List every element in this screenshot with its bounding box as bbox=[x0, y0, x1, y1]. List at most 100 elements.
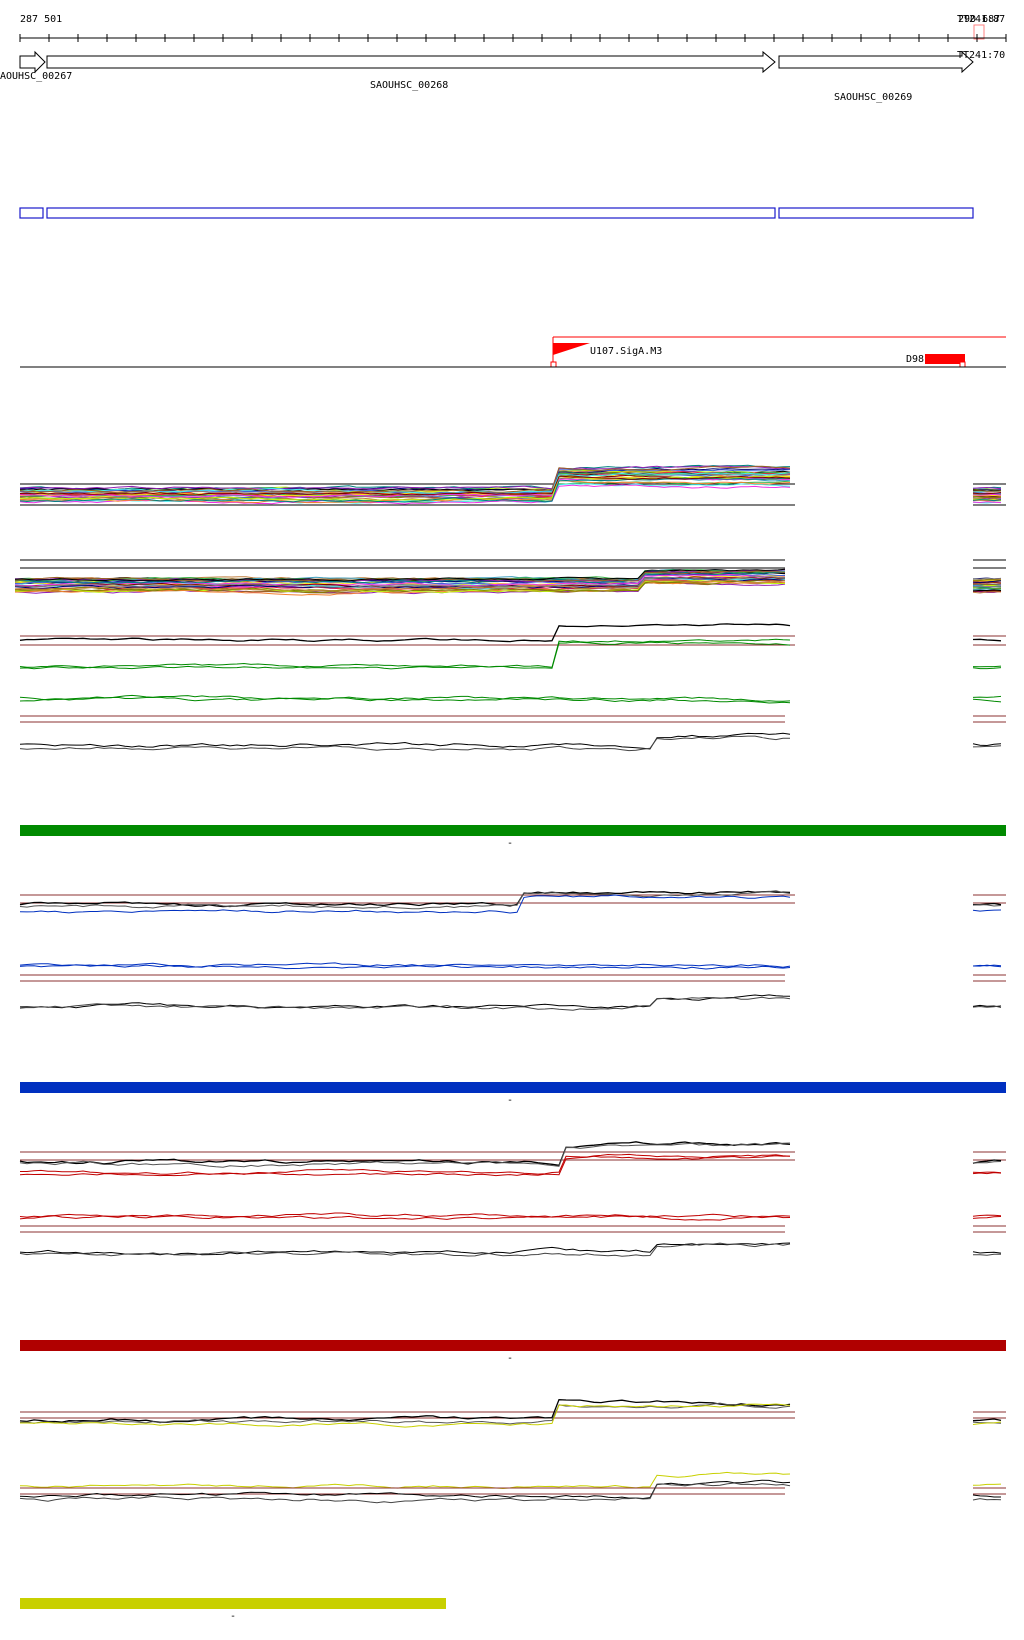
red-condition-profiles bbox=[19, 1141, 1006, 1257]
red-black-b-right bbox=[972, 1161, 1002, 1164]
blue-black-d-right bbox=[972, 1005, 1002, 1008]
gene-arrow-00267[interactable] bbox=[19, 50, 46, 74]
profile-line-2-right bbox=[972, 583, 1002, 586]
red-profile-d-right bbox=[972, 1216, 1002, 1219]
green-black-b-right bbox=[972, 745, 1002, 748]
gene-arrow-00268[interactable] bbox=[46, 50, 776, 74]
green-black-profile bbox=[19, 623, 791, 643]
green-profile-b bbox=[19, 641, 791, 670]
yellow-black-b bbox=[19, 1402, 791, 1425]
red-profile-c bbox=[19, 1212, 791, 1220]
gene-track: AOUHSC_00267 SAOUHSC_00268 TT241:70 SAOU… bbox=[0, 50, 1005, 103]
gene-label-00269: SAOUHSC_00269 bbox=[834, 92, 912, 103]
promoter-flag-icon[interactable] bbox=[553, 343, 590, 355]
gene-box-00267[interactable] bbox=[19, 207, 44, 219]
profile-line-2 bbox=[14, 571, 786, 584]
profile-line-2 bbox=[14, 568, 786, 582]
green-profile-a-right bbox=[972, 665, 1002, 668]
blue-profile-a-right bbox=[972, 909, 1002, 912]
profile-line-right bbox=[972, 493, 1002, 496]
profile-line-2-right bbox=[972, 589, 1002, 592]
gene-arrow-00269[interactable] bbox=[778, 50, 974, 74]
yellow-black-d bbox=[19, 1482, 791, 1504]
profile-line-2-right bbox=[972, 579, 1002, 581]
blue-black-b-right bbox=[972, 904, 1002, 907]
blue-black-a bbox=[19, 890, 791, 908]
profile-line-right bbox=[972, 492, 1002, 495]
profile-line bbox=[19, 465, 791, 494]
profile-line-2-right bbox=[972, 581, 1002, 584]
profile-line-right bbox=[972, 495, 1002, 498]
blue-condition-profiles bbox=[19, 890, 1006, 1011]
profile-line-2-right bbox=[972, 577, 1002, 580]
red-band-marker: - bbox=[507, 1353, 513, 1364]
red-profile-a bbox=[20, 1153, 791, 1175]
green-profile-b-right bbox=[972, 667, 1002, 670]
red-profile-b-right bbox=[972, 1172, 1002, 1175]
blue-profile-c-right bbox=[972, 964, 1002, 967]
gene-label-00267: AOUHSC_00267 bbox=[0, 71, 72, 82]
blue-black-d bbox=[19, 996, 791, 1011]
yellow-black-c-right bbox=[972, 1494, 1001, 1498]
gene-box-00268[interactable] bbox=[46, 207, 776, 219]
profile-line-right bbox=[972, 501, 1002, 504]
profile-line bbox=[19, 484, 791, 505]
profile-line-2 bbox=[14, 579, 786, 592]
profile-line-2-right bbox=[972, 585, 1002, 588]
green-band-marker: - bbox=[507, 838, 513, 849]
red-black-b bbox=[19, 1142, 791, 1168]
promoter-label: U107.SigA.M3 bbox=[590, 346, 662, 357]
yellow-condition-band[interactable] bbox=[20, 1598, 446, 1609]
terminator-marker bbox=[959, 361, 966, 368]
yellow-band-marker: - bbox=[230, 1611, 236, 1622]
yellow-condition-profiles bbox=[19, 1399, 1006, 1504]
gene-label-00268: SAOUHSC_00268 bbox=[370, 80, 448, 91]
ruler-end-label: TT241:87 bbox=[957, 14, 1005, 25]
green-profile-d bbox=[19, 696, 791, 704]
blue-condition-band[interactable] bbox=[20, 1082, 1006, 1093]
blue-black-b bbox=[19, 890, 791, 910]
green-black-profile-right bbox=[972, 638, 1002, 642]
yellow-black-d-right bbox=[972, 1498, 1002, 1501]
profile-line bbox=[19, 475, 791, 496]
green-profile-c-right bbox=[972, 695, 1002, 698]
blue-band-marker: - bbox=[507, 1095, 513, 1106]
red-black-d bbox=[19, 1242, 791, 1257]
yellow-profile-a-right bbox=[972, 1421, 1002, 1425]
profile-line bbox=[19, 465, 791, 491]
green-black-a bbox=[19, 732, 791, 750]
green-profile-a bbox=[19, 638, 791, 669]
ruler-overlap-label: 290 687 bbox=[958, 14, 1000, 25]
profile-line-2 bbox=[14, 579, 786, 592]
red-profile-c-right bbox=[972, 1214, 1002, 1217]
red-condition-band[interactable] bbox=[20, 1340, 1006, 1351]
green-black-b bbox=[19, 735, 791, 752]
profile-line-2-right bbox=[972, 587, 1002, 590]
all-conditions-profiles bbox=[14, 464, 1006, 596]
yellow-black-a-right bbox=[972, 1418, 1002, 1422]
blue-profile-a bbox=[19, 894, 791, 914]
profile-line-2-right bbox=[972, 580, 1002, 584]
terminator-block[interactable] bbox=[925, 354, 965, 364]
profile-line-2-right bbox=[972, 591, 1002, 594]
ruler-start-label: 287 501 bbox=[20, 14, 62, 25]
promoter-marker bbox=[550, 361, 557, 368]
green-condition-band[interactable] bbox=[20, 825, 1006, 836]
red-profile-b bbox=[19, 1155, 791, 1177]
gene-box-00269[interactable] bbox=[778, 207, 974, 219]
red-black-d-right bbox=[972, 1253, 1002, 1256]
ruler-ticks bbox=[19, 34, 1007, 42]
blue-profile-c bbox=[19, 962, 791, 970]
yellow-profile-a bbox=[20, 1403, 791, 1428]
terminator-label: D98 bbox=[906, 354, 924, 365]
gene-box-track bbox=[19, 207, 974, 219]
red-profile-d bbox=[19, 1214, 791, 1221]
yellow-black-a bbox=[19, 1399, 791, 1423]
yellow-black-c bbox=[19, 1479, 791, 1500]
green-profile-d-right bbox=[972, 698, 1002, 703]
red-black-c-right bbox=[972, 1251, 1002, 1254]
yellow-profile-b bbox=[19, 1471, 791, 1490]
profile-line-2 bbox=[14, 581, 786, 596]
feature-track: U107.SigA.M3 D98 bbox=[20, 336, 1006, 368]
